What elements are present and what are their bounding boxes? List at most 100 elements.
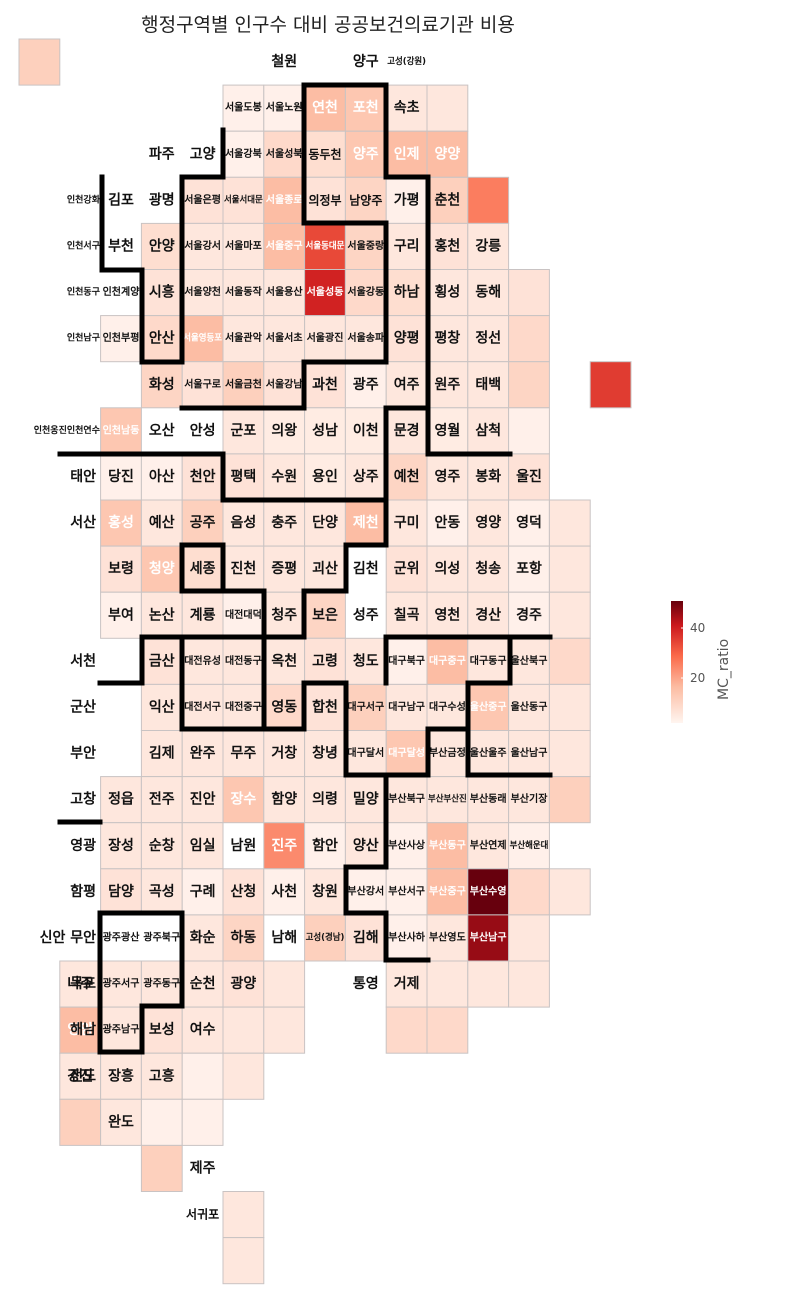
tile-cell bbox=[263, 637, 306, 685]
tile-label: 거제 bbox=[394, 976, 420, 992]
tile-label: 울산북구 bbox=[511, 654, 548, 667]
tile-cell bbox=[426, 222, 469, 270]
tile-label: 함안 bbox=[312, 837, 338, 854]
tile-cell bbox=[140, 453, 183, 501]
border-daegu-inner bbox=[343, 634, 513, 778]
tile-label: 부산기장 bbox=[511, 792, 549, 805]
tile-label: 부산사하 bbox=[388, 930, 426, 943]
tile-cell bbox=[222, 1052, 265, 1100]
border-ulsan bbox=[465, 726, 553, 778]
tile-label: 영암 bbox=[67, 1021, 93, 1038]
tile-label: 울산동구 bbox=[511, 700, 548, 713]
tile-label: 동두천 bbox=[308, 146, 341, 161]
tile-cell bbox=[140, 222, 183, 270]
tile-label: 서울송파 bbox=[347, 331, 385, 344]
tile-label: 용인 bbox=[312, 468, 338, 485]
tile-cell bbox=[140, 683, 183, 732]
tile-label: 울진 bbox=[516, 468, 542, 485]
tile-cell bbox=[548, 545, 591, 593]
tile-label: 거창 bbox=[271, 745, 297, 762]
tile-cell bbox=[140, 868, 183, 916]
tile-cell bbox=[140, 591, 183, 639]
tile-label: 보은 bbox=[312, 607, 338, 623]
tile-label: 서울동작 bbox=[225, 285, 263, 298]
tile-label: 서울영등포 bbox=[183, 332, 222, 344]
tile-label: 부산금정 bbox=[429, 746, 466, 759]
tile-cell bbox=[426, 730, 469, 778]
tile-cell bbox=[222, 222, 265, 270]
tile-label: 서울강남 bbox=[266, 377, 304, 390]
tile-label: 안성 bbox=[190, 422, 216, 439]
tile-cell bbox=[263, 453, 306, 501]
tile-label: 보성 bbox=[149, 1022, 175, 1038]
tile-cell bbox=[385, 84, 428, 132]
legend-colorbar bbox=[671, 601, 683, 723]
tile-label: 고성(경남) bbox=[306, 931, 345, 943]
tile-cell bbox=[222, 683, 265, 732]
tile-label: 창녕 bbox=[312, 745, 338, 762]
tile-cell bbox=[140, 1098, 183, 1146]
tile-label: 김천 bbox=[353, 560, 379, 577]
tile-label: 청양 bbox=[149, 561, 175, 577]
side-label: 서천 bbox=[70, 653, 96, 669]
tile-label: 서울강서 bbox=[184, 239, 221, 252]
tile-label: 부산남구 bbox=[470, 930, 507, 943]
tile-label: 대전대덕 bbox=[225, 608, 262, 621]
tile-label: 대구남구 bbox=[388, 700, 425, 713]
tile-cell bbox=[222, 407, 265, 455]
tile-label: 의성 bbox=[435, 560, 461, 577]
tile-label: 가평 bbox=[394, 191, 420, 208]
tile-label: 군위 bbox=[394, 561, 420, 577]
tile-cell bbox=[181, 591, 224, 639]
tile-cell bbox=[222, 1191, 265, 1239]
tile-label: 대구서구 bbox=[347, 700, 384, 713]
tile-cell bbox=[263, 130, 306, 178]
tile-cell bbox=[344, 222, 387, 270]
tile-cell bbox=[426, 868, 469, 916]
tile-cell bbox=[426, 1006, 469, 1054]
tile-cell bbox=[548, 591, 591, 639]
tile-label: 대구동구 bbox=[470, 654, 507, 667]
tile-cell bbox=[344, 914, 387, 962]
tile-label: 안산 bbox=[149, 330, 175, 347]
tile-label: 예천 bbox=[394, 469, 420, 485]
tile-label: 구리 bbox=[394, 239, 420, 255]
tile-cell bbox=[100, 545, 142, 593]
tile-label: 광주 bbox=[353, 376, 379, 393]
tile-cell bbox=[548, 683, 591, 732]
tile-cell bbox=[263, 776, 306, 824]
tile-cell bbox=[385, 315, 428, 363]
tile-cell bbox=[508, 914, 550, 962]
tile-label: 연천 bbox=[312, 100, 338, 116]
tile-label: 청주 bbox=[271, 607, 297, 623]
tile-cell bbox=[140, 1144, 183, 1193]
tile-label: 영주 bbox=[435, 468, 461, 485]
tile-label: 증평 bbox=[271, 560, 297, 577]
tile-cell bbox=[548, 776, 591, 824]
tile-cell bbox=[426, 960, 469, 1008]
tile-cell bbox=[508, 407, 550, 455]
tile-label: 서귀포 bbox=[186, 1207, 219, 1222]
tile-label: 서울종로 bbox=[266, 193, 303, 206]
tile-cell bbox=[385, 868, 428, 916]
tile-label: 포항 bbox=[516, 560, 542, 577]
tile-cell bbox=[222, 637, 265, 685]
tile-cell bbox=[222, 130, 265, 178]
tile-label: 부산부산진 bbox=[428, 793, 467, 805]
tile-label: 부산강서 bbox=[347, 884, 384, 897]
tile-cell bbox=[263, 868, 306, 916]
tile-label: 하남 bbox=[394, 284, 420, 301]
side-label: 인천서구 bbox=[67, 240, 100, 252]
tile-label: 무주 bbox=[231, 746, 257, 762]
tile-label: 서울성동 bbox=[307, 285, 344, 298]
tile-cell bbox=[100, 960, 142, 1008]
tile-label: 울산중구 bbox=[470, 700, 507, 713]
tile-label: 동해 bbox=[475, 285, 501, 301]
tile-label: 김포 bbox=[108, 191, 134, 208]
tile-cell bbox=[344, 269, 387, 317]
tile-label: 양양 bbox=[435, 146, 461, 162]
tile-label: 부산수영 bbox=[470, 884, 507, 897]
tile-label: 공주 bbox=[190, 515, 216, 531]
tile-label: 사천 bbox=[271, 884, 297, 900]
